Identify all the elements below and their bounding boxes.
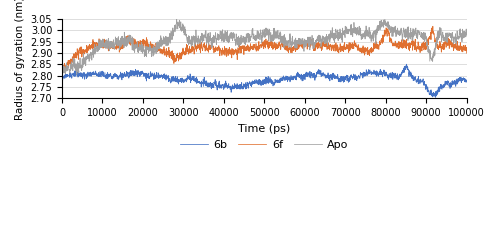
Apo [95, 50, 101, 52]
6f [68, 61, 74, 63]
6b [432, 96, 438, 99]
Y-axis label: Radius of gyration (nm): Radius of gyration (nm) [15, 0, 25, 120]
6f [302, 44, 308, 47]
X-axis label: Time (ps): Time (ps) [238, 124, 290, 134]
Line: 6f: 6f [62, 26, 466, 73]
6f [464, 52, 469, 55]
6f [392, 40, 398, 42]
6b [464, 80, 469, 83]
6b [95, 75, 101, 78]
6f [95, 42, 101, 45]
Apo [210, 36, 216, 39]
6b [68, 76, 74, 79]
6f [430, 25, 436, 28]
Apo [302, 39, 308, 41]
6b [59, 73, 65, 75]
6b [81, 71, 87, 74]
6b [210, 85, 216, 88]
Apo [81, 62, 87, 64]
Line: 6b: 6b [62, 64, 466, 97]
Line: Apo: Apo [62, 15, 466, 74]
6b [302, 72, 308, 75]
Apo [174, 14, 180, 16]
Apo [74, 73, 80, 76]
6b [392, 77, 398, 80]
6f [210, 45, 216, 48]
6f [60, 71, 66, 74]
Apo [464, 34, 469, 37]
Apo [68, 68, 74, 71]
6b [404, 63, 409, 66]
Apo [392, 30, 398, 33]
6f [81, 52, 87, 55]
6f [59, 68, 65, 70]
Apo [59, 71, 65, 74]
Legend: 6b, 6f, Apo: 6b, 6f, Apo [176, 136, 353, 155]
